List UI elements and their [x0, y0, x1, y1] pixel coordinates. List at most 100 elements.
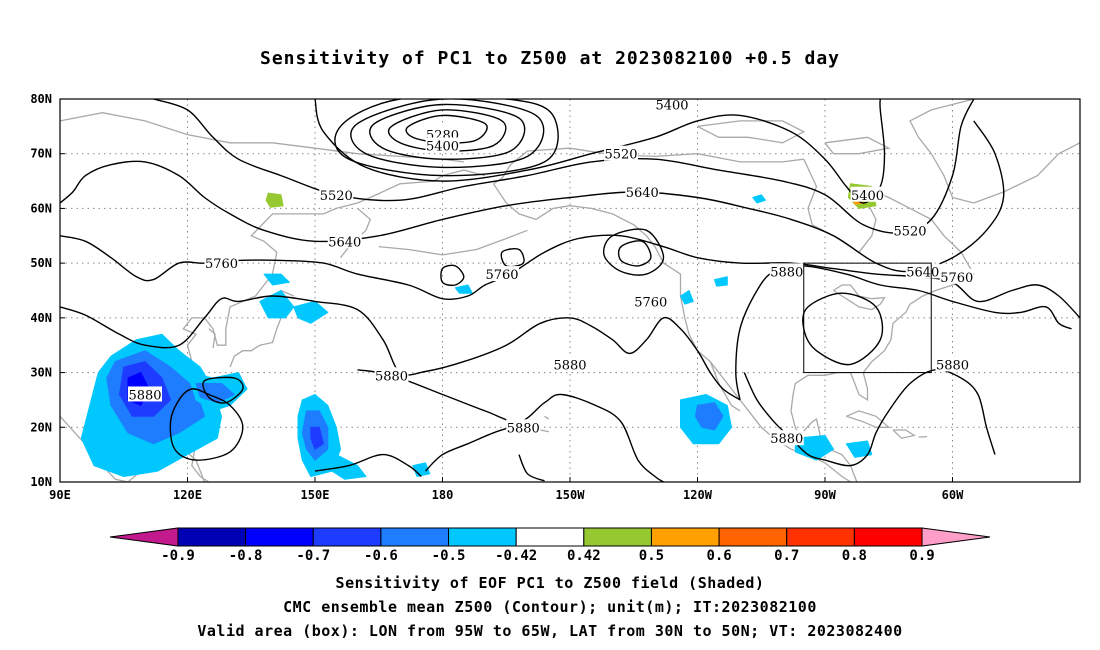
- contour-label: 5760: [940, 271, 973, 286]
- colorbar-high-extend: [921, 527, 991, 547]
- z500-contour-line: [334, 99, 559, 177]
- z500-contour-line: [518, 454, 545, 482]
- z500-contour-line: [743, 369, 996, 467]
- z500-contour-line: [357, 369, 664, 482]
- coastline: [833, 284, 886, 311]
- coastline: [952, 142, 1080, 204]
- lat-label: 80N: [30, 92, 52, 106]
- longitude-labels: 90E 120E 150E 180 150W 120W 90W 60W: [49, 477, 964, 502]
- contour-label-background: [769, 263, 804, 279]
- z500-contour-line: [153, 99, 975, 234]
- chart-title: Sensitivity of PC1 to Z500 at 2023082100…: [259, 48, 840, 69]
- sensitivity-region: [752, 194, 766, 204]
- lat-label: 20N: [30, 420, 52, 434]
- lat-label: 50N: [30, 256, 52, 270]
- valid-area-box: [803, 262, 932, 374]
- z500-contour-line: [802, 292, 884, 366]
- z500-contour-line: [314, 99, 886, 204]
- z500-contour-line: [424, 426, 511, 472]
- lon-label: 150E: [301, 488, 330, 502]
- sensitivity-region: [845, 440, 873, 458]
- contour-labels: 5280540054005400552055205520564056405640…: [128, 98, 974, 447]
- latitude-labels: 80N 70N 60N 50N 40N 30N 20N 10N: [30, 92, 65, 489]
- contour-label-background: [655, 99, 689, 112]
- contour-label: 5400: [655, 98, 688, 113]
- colorbar-bin: [718, 527, 788, 547]
- z500-contour-line: [169, 388, 244, 461]
- contour-label-background: [204, 255, 239, 271]
- colorbar-bin: [312, 527, 382, 547]
- coastline: [378, 229, 528, 256]
- colorbar-bin: [245, 527, 314, 547]
- contour-label-background: [374, 367, 409, 383]
- sensitivity-region: [454, 284, 473, 294]
- contour-label: 5520: [320, 189, 353, 204]
- contour-label: 5880: [770, 432, 803, 447]
- colorbar-tick-label: 0.42: [567, 548, 601, 564]
- lon-label: 120E: [173, 488, 202, 502]
- contour-label-background: [850, 186, 885, 202]
- sensitivity-region: [195, 383, 235, 404]
- contour-label-background: [633, 293, 668, 309]
- z500-contour-line: [735, 265, 1072, 401]
- sensitivity-region: [714, 276, 728, 287]
- lat-label: 30N: [30, 366, 52, 380]
- contour-label: 5640: [328, 235, 361, 250]
- sensitivity-region: [680, 290, 694, 305]
- lat-label: 70N: [30, 147, 52, 161]
- z500-contour-line: [60, 120, 1005, 273]
- z500-contour-line: [405, 114, 488, 144]
- lon-label: 90W: [814, 488, 836, 502]
- colorbar-tick-label: 0.5: [639, 548, 664, 564]
- colorbar-bin: [448, 527, 517, 547]
- colorbar-bin: [853, 527, 923, 547]
- lon-label: 90E: [49, 488, 71, 502]
- z500-contour-line: [314, 453, 422, 478]
- lon-label: 150W: [556, 488, 586, 502]
- contour-label: 5880: [507, 421, 540, 436]
- contour-label: 5880: [375, 369, 408, 384]
- colorbar-bin: [177, 527, 247, 547]
- colorbar-tick-label: -0.6: [364, 548, 398, 564]
- coastline: [892, 429, 916, 439]
- contour-label: 5520: [893, 224, 926, 239]
- z500-contour-line: [617, 240, 652, 267]
- coastline: [60, 112, 464, 163]
- contour-label-background: [319, 186, 354, 202]
- colorbar-tick-label: 0.9: [909, 548, 934, 564]
- sensitivity-region: [331, 454, 367, 480]
- lon-label: 180: [432, 488, 454, 502]
- caption-line-3: Valid area (box): LON from 95W to 65W, L…: [197, 622, 903, 640]
- lat-label: 10N: [30, 475, 52, 489]
- z500-contour-line: [202, 376, 244, 404]
- coastline: [846, 410, 891, 428]
- colorbar-tick-label: 0.7: [774, 548, 799, 564]
- z500-contour-line: [60, 295, 741, 401]
- coastline: [208, 328, 216, 348]
- contour-label: 5520: [604, 148, 637, 163]
- caption-line-1: Sensitivity of EOF PC1 to Z500 field (Sh…: [335, 574, 765, 592]
- coastline: [697, 120, 806, 144]
- lon-label: 120W: [683, 488, 713, 502]
- valid-area-rectangle: [803, 262, 932, 374]
- coastline: [544, 415, 550, 420]
- contour-label: 5760: [205, 257, 238, 272]
- colorbar-low-extend: [109, 527, 179, 547]
- contour-label-background: [327, 233, 362, 249]
- caption-line-2: CMC ensemble mean Z500 (Contour); unit(m…: [283, 598, 817, 616]
- colorbar-bin: [650, 527, 720, 547]
- sensitivity-region: [794, 435, 834, 461]
- contour-label-background: [935, 356, 970, 372]
- coastline: [918, 435, 928, 438]
- coastline: [540, 429, 549, 433]
- coastline: [709, 361, 741, 412]
- colorbar-bin: [380, 527, 450, 547]
- coastline: [824, 136, 891, 155]
- contour-label-background: [769, 430, 804, 446]
- colorbar-tick-label: -0.5: [432, 548, 466, 564]
- z500-contour-line: [387, 109, 507, 152]
- contour-label-background: [485, 266, 519, 282]
- contour-label-background: [939, 268, 974, 284]
- contour-label-background: [506, 419, 541, 435]
- colorbar-tick-label: -0.9: [161, 548, 195, 564]
